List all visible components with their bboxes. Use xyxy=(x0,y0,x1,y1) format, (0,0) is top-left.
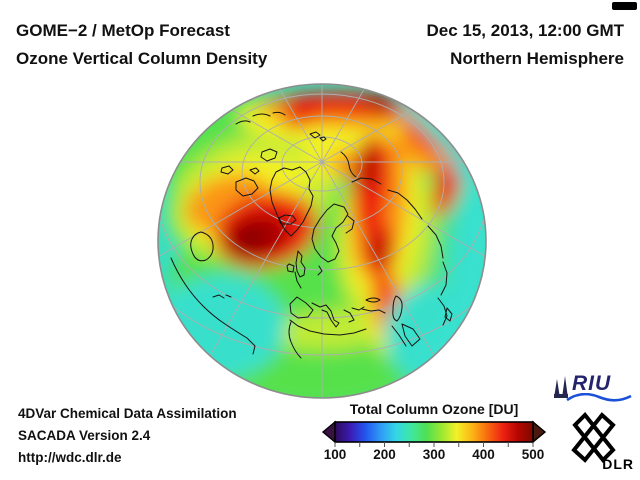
tick-label-100: 100 xyxy=(323,447,347,462)
coastlines xyxy=(170,111,453,359)
header-left: GOME−2 / MetOp Forecast Ozone Vertical Co… xyxy=(16,17,267,73)
page-title: GOME−2 / MetOp Forecast xyxy=(16,21,230,40)
riu-logo: RIU xyxy=(552,372,638,404)
tick-label-300: 300 xyxy=(422,447,446,462)
tick-label-200: 200 xyxy=(373,447,396,462)
credit-line-1: 4DVar Chemical Data Assimilation xyxy=(18,406,237,421)
footer-credits: 4DVar Chemical Data Assimilation SACADA V… xyxy=(18,403,237,469)
coastline-north-africa xyxy=(288,319,367,359)
colorbar-arrow-left xyxy=(322,420,336,444)
credit-line-2: SACADA Version 2.4 xyxy=(18,428,151,443)
coastline-scandinavia xyxy=(311,203,355,276)
colorbar-tick-labels: 100 200 300 400 500 xyxy=(322,447,546,463)
tick-label-400: 400 xyxy=(472,447,495,462)
coastline-black-sea xyxy=(365,297,381,303)
coastline-chukotka xyxy=(235,111,286,125)
tick-label-500: 500 xyxy=(521,447,545,462)
colorbar-bar xyxy=(322,420,546,447)
colorbar-title: Total Column Ozone [DU] xyxy=(349,401,519,417)
colorbar: 100 200 300 400 500 xyxy=(322,420,546,464)
timestamp: Dec 15, 2013, 12:00 GMT xyxy=(426,21,624,40)
coastline-canadian-arctic xyxy=(220,148,278,197)
dlr-logo: DLR xyxy=(566,410,636,474)
coastline-siberia xyxy=(340,151,453,326)
globe-limb xyxy=(157,83,487,399)
riu-logo-text: RIU xyxy=(572,372,612,395)
riu-cathedral-icon xyxy=(554,376,568,398)
coastline-svalbard xyxy=(309,131,327,142)
colorbar-ticks xyxy=(334,442,534,447)
riu-wave-icon xyxy=(566,393,632,402)
ozone-field xyxy=(158,92,486,398)
dlr-star-icon xyxy=(571,412,616,463)
dlr-logo-text: DLR xyxy=(602,456,634,472)
coastline-caspian-sea xyxy=(392,295,403,322)
region-label: Northern Hemisphere xyxy=(450,49,624,68)
coastline-arabia-red-sea xyxy=(391,323,421,347)
colorbar-arrow-right xyxy=(532,420,546,444)
page-subtitle: Ozone Vertical Column Density xyxy=(16,49,268,68)
coastline-north-america xyxy=(170,231,256,355)
window-corner-mark xyxy=(612,2,637,10)
credit-url: http://wdc.dlr.de xyxy=(18,450,122,465)
coastline-europe xyxy=(289,271,386,328)
colorbar-gradient-rect xyxy=(334,421,534,443)
coastline-iceland xyxy=(278,214,297,225)
header-right: Dec 15, 2013, 12:00 GMT Northern Hemisphe… xyxy=(426,17,624,73)
coastline-greenland xyxy=(269,166,314,237)
coastline-british-isles xyxy=(286,250,306,278)
